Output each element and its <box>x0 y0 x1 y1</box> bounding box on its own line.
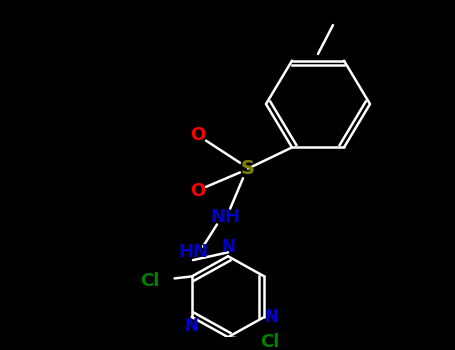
Text: HN: HN <box>178 243 208 261</box>
Text: N: N <box>185 317 198 335</box>
Text: S: S <box>241 159 255 178</box>
Text: NH: NH <box>210 208 240 226</box>
Text: N: N <box>221 238 235 256</box>
Text: O: O <box>190 126 206 144</box>
Text: Cl: Cl <box>260 333 279 350</box>
Text: N: N <box>264 308 278 326</box>
Text: Cl: Cl <box>140 272 160 290</box>
Text: O: O <box>190 182 206 200</box>
